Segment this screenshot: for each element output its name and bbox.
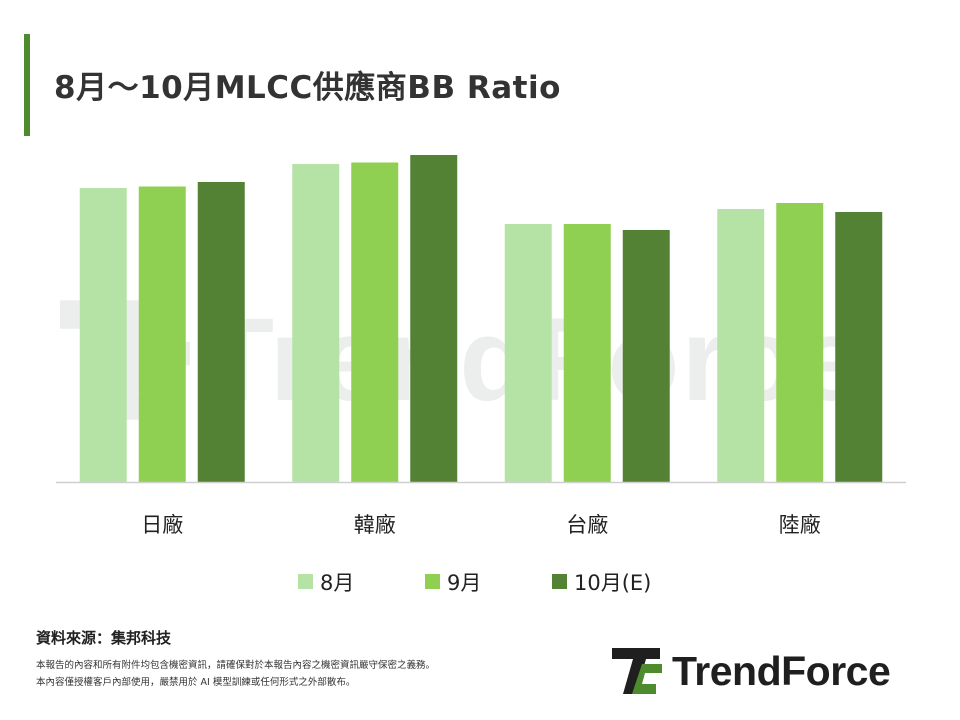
bar-4-series-3 xyxy=(835,212,883,482)
legend-swatch-1 xyxy=(298,574,313,589)
bar-1-series-1 xyxy=(79,188,127,482)
x-tick-label: 陸廠 xyxy=(779,513,821,537)
logo-text: TrendForce xyxy=(672,647,891,694)
title-accent-bar xyxy=(24,34,30,136)
bar-4-series-2 xyxy=(776,203,824,482)
bar-2-series-1 xyxy=(292,164,340,482)
legend-label-3: 10月(E) xyxy=(574,571,651,595)
x-tick-label: 日廠 xyxy=(141,513,183,537)
x-tick-labels: 日廠 韓廠 台廠 陸廠 xyxy=(141,513,821,537)
page-title: 8月～10月MLCC供應商BB Ratio xyxy=(54,70,561,106)
bar-1-series-3 xyxy=(197,182,245,482)
bar-3-series-3 xyxy=(622,230,670,482)
legend-label-2: 9月 xyxy=(447,571,481,595)
x-tick-label: 台廠 xyxy=(566,513,608,537)
bar-4-series-1 xyxy=(717,209,765,482)
source-label: 資料來源：集邦科技 xyxy=(36,629,172,647)
bar-2-series-2 xyxy=(351,162,399,482)
trendforce-logo: TrendForce xyxy=(612,647,891,694)
bar-3-series-2 xyxy=(563,224,611,482)
legend: 8月 9月 10月(E) xyxy=(298,571,651,595)
legend-swatch-2 xyxy=(425,574,440,589)
disclaimer-line-2: 本內容僅授權客戶內部使用，嚴禁用於 AI 模型訓練或任何形式之外部散布。 xyxy=(36,677,356,688)
disclaimer-line-1: 本報告的內容和所有附件均包含機密資訊，請確保對於本報告內容之機密資訊嚴守保密之義… xyxy=(36,660,436,671)
legend-swatch-3 xyxy=(552,574,567,589)
bar-1-series-2 xyxy=(138,186,186,482)
trendforce-logo-icon xyxy=(612,648,662,694)
bars-group xyxy=(79,155,883,482)
bar-2-series-3 xyxy=(410,155,458,482)
bar-chart: 日廠 韓廠 台廠 陸廠 8月 9月 10月(E) xyxy=(56,155,906,595)
x-tick-label: 韓廠 xyxy=(354,513,396,537)
legend-label-1: 8月 xyxy=(320,571,354,595)
bar-3-series-1 xyxy=(504,224,552,482)
